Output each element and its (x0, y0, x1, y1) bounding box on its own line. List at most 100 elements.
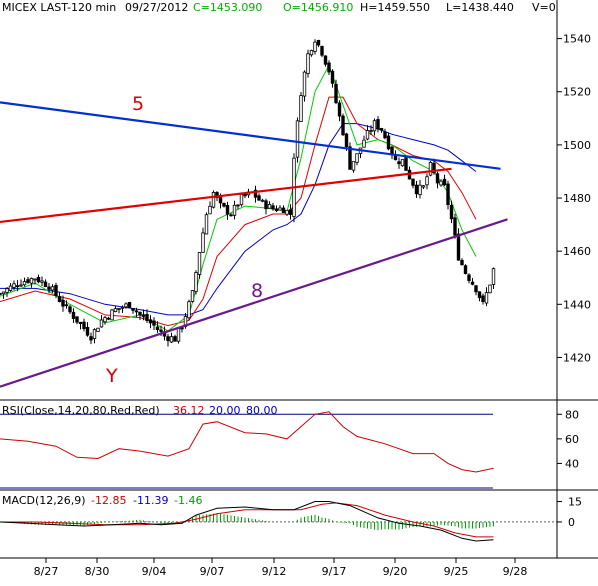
candle-up (309, 50, 314, 56)
candle-up (50, 286, 55, 291)
candle-up (117, 308, 121, 310)
candle-down (323, 55, 328, 65)
candle-down (481, 295, 485, 303)
trendline-8 (0, 218, 508, 388)
candle-down (257, 195, 261, 201)
candle-down (57, 296, 62, 302)
candle-down (131, 308, 135, 311)
candle-up (232, 204, 237, 216)
candle-down (155, 326, 160, 330)
candle-down (148, 319, 153, 324)
candle-down (43, 281, 48, 288)
rsi-low-level: 20.00 (209, 404, 241, 417)
candle-down (327, 62, 331, 73)
candle-down (334, 83, 338, 104)
candle-up (176, 328, 181, 342)
candle-up (372, 120, 377, 132)
trendline-red (0, 167, 452, 224)
rsi-high-level: 80.00 (246, 404, 278, 417)
candle-down (141, 314, 146, 317)
candle-up (92, 329, 97, 339)
candle-down (236, 204, 240, 207)
candle-down (180, 327, 184, 330)
candle-up (204, 214, 209, 235)
candle-up (355, 153, 359, 163)
candle-down (383, 131, 387, 139)
candle-up (5, 288, 9, 293)
candle-up (96, 327, 100, 332)
x-tick-label: 9/20 (383, 565, 408, 578)
price-tick-label: 1540 (563, 33, 591, 46)
candle-down (320, 46, 324, 56)
candle-down (152, 320, 156, 326)
candle-up (99, 319, 104, 328)
candle-down (106, 317, 111, 320)
candle-up (369, 130, 373, 132)
candle-down (348, 146, 352, 170)
candle-down (36, 276, 41, 283)
x-axis: 8/27 8/30 9/04 9/07 9/12 9/17 9/20 9/25 9/28 (34, 558, 527, 578)
candle-down (474, 285, 478, 293)
candle-up (365, 130, 370, 140)
candle-up (418, 184, 422, 195)
candle-down (470, 281, 475, 285)
candle-down (159, 329, 163, 332)
candle-up (362, 139, 366, 148)
candle-down (442, 178, 447, 186)
candle-down (89, 336, 93, 341)
macd-value: -12.85 (91, 494, 126, 507)
candle-up (33, 278, 37, 281)
candle-down (477, 291, 482, 299)
close-value: C=1453.090 (193, 1, 262, 14)
candle-down (61, 300, 65, 307)
candle-up (313, 41, 317, 52)
candle-up (428, 162, 433, 176)
candle-up (187, 301, 191, 319)
candle-down (463, 265, 468, 274)
candle-down (0, 293, 2, 295)
rsi-tick-label: 60 (565, 433, 579, 446)
candle-up (267, 203, 272, 209)
candle-down (449, 204, 454, 220)
candle-down (376, 119, 380, 130)
candle-up (306, 53, 310, 74)
rsi-tick-label: 40 (565, 457, 579, 470)
candle-down (15, 285, 20, 288)
price-tick-label: 1480 (563, 192, 591, 205)
candle-down (229, 214, 233, 217)
candle-up (194, 272, 198, 292)
x-tick-label: 9/25 (444, 565, 469, 578)
x-tick-label: 9/12 (262, 565, 287, 578)
candle-up (491, 268, 496, 285)
candle-down (71, 311, 76, 319)
candle-up (208, 205, 212, 215)
candle-up (169, 336, 174, 343)
trendline-8-label: 8 (251, 280, 263, 302)
candle-down (166, 336, 170, 342)
candle-down (281, 207, 286, 214)
candle-down (456, 233, 461, 261)
candle-up (278, 207, 282, 211)
candle-down (446, 183, 450, 205)
candle-down (85, 327, 90, 336)
candle-down (253, 189, 258, 198)
x-tick-label: 9/17 (322, 565, 347, 578)
candle-down (75, 316, 79, 323)
candle-up (295, 120, 300, 158)
candle-down (54, 284, 58, 296)
trendline-5 (0, 101, 501, 170)
price-tick-label: 1440 (563, 298, 591, 311)
candle-up (110, 309, 114, 321)
candle-down (316, 39, 321, 46)
macd-tick-label: 15 (568, 496, 582, 509)
wave-y-label: Y (105, 365, 118, 387)
candle-down (127, 301, 132, 309)
macd-hist-value: -1.46 (174, 494, 202, 507)
candle-up (103, 317, 107, 323)
candle-down (404, 157, 408, 171)
candle-up (40, 280, 44, 283)
macd-signal-value: -11.39 (133, 494, 168, 507)
